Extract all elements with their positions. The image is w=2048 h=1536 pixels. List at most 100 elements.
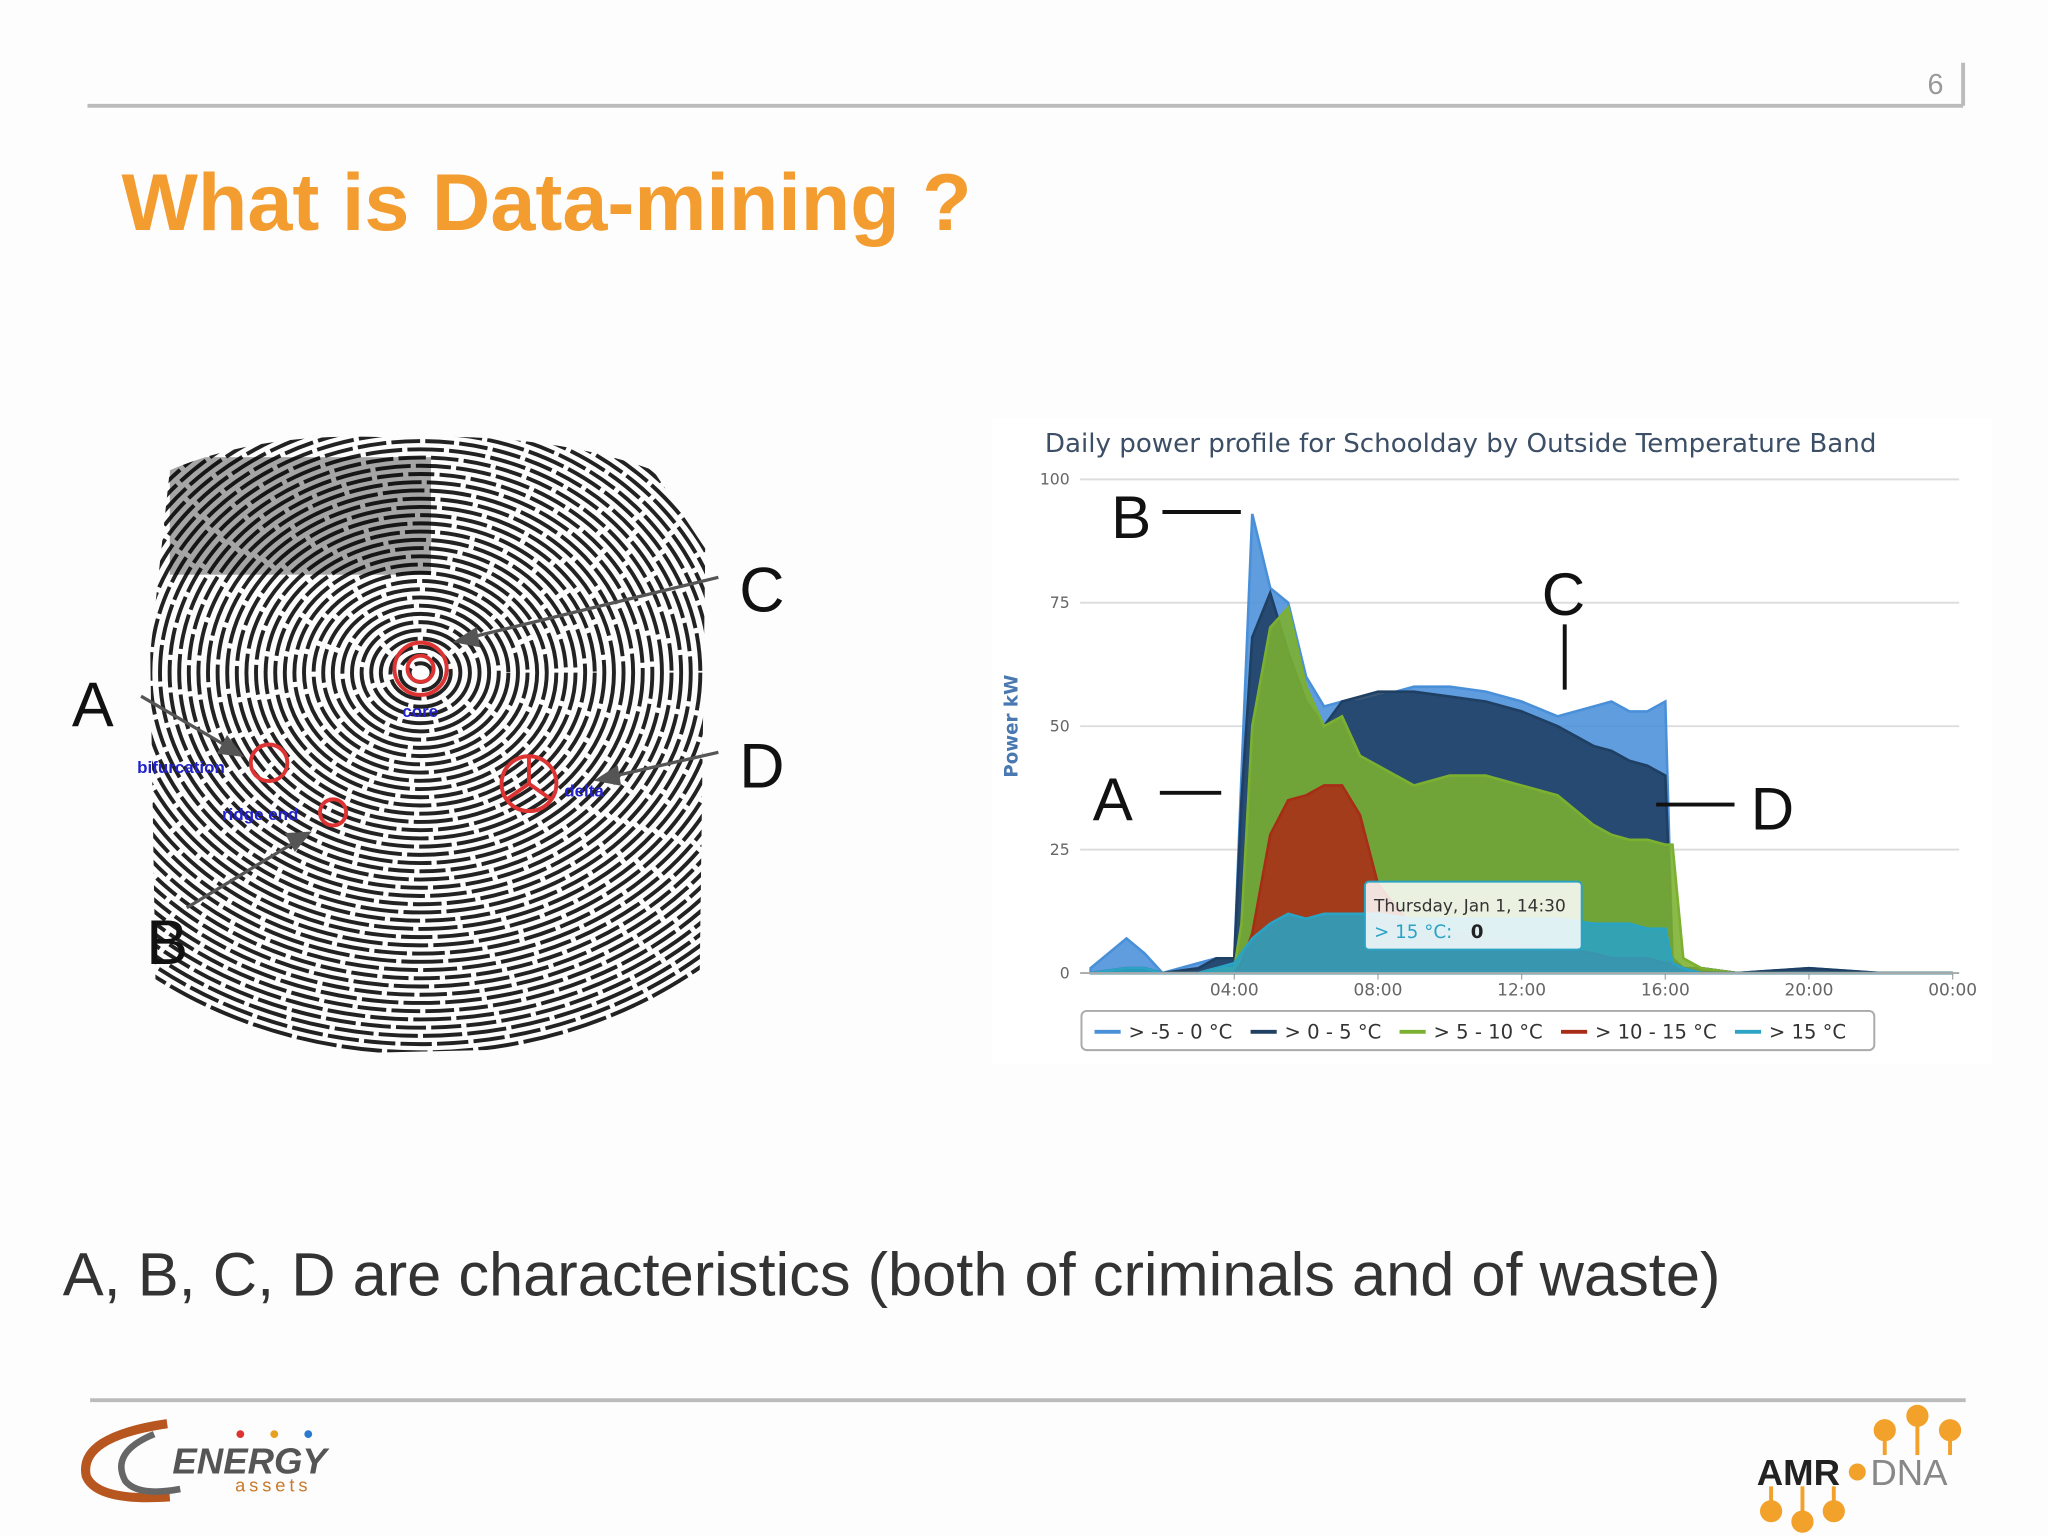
x-tick-label: 12:00 bbox=[1497, 980, 1546, 1000]
y-tick-label: 50 bbox=[1050, 716, 1070, 735]
ridge bbox=[150, 436, 703, 915]
feature-label: D bbox=[739, 732, 784, 802]
logo-dot bbox=[1822, 1500, 1845, 1523]
ridge bbox=[196, 480, 645, 866]
ridge bbox=[302, 570, 540, 775]
minutia-label: delta bbox=[564, 782, 604, 801]
legend bbox=[1080, 1009, 1876, 1052]
ridge bbox=[150, 436, 706, 940]
logo-dot bbox=[1938, 1419, 1962, 1442]
chart-title: Daily power profile for Schoolday by Out… bbox=[1045, 429, 1877, 459]
logo-dot bbox=[270, 1430, 279, 1439]
y-axis-label: Power kW bbox=[1001, 675, 1022, 778]
y-tick-label: 0 bbox=[1060, 963, 1070, 982]
legend-label: > 0 - 5 °C bbox=[1285, 1020, 1382, 1043]
logo-dot bbox=[1906, 1404, 1929, 1427]
ridge bbox=[273, 546, 568, 800]
ridge bbox=[186, 472, 655, 874]
ridge bbox=[150, 436, 706, 1005]
annotation: B bbox=[1111, 484, 1151, 551]
ridge bbox=[150, 436, 706, 1047]
logo-swirl bbox=[81, 1419, 171, 1503]
y-tick-label: 100 bbox=[1040, 470, 1070, 489]
legend-label: > -5 - 0 °C bbox=[1128, 1020, 1232, 1043]
ridge bbox=[388, 644, 453, 701]
ridge bbox=[292, 562, 549, 783]
x-tick-label: 08:00 bbox=[1354, 980, 1403, 1000]
ridge-end-marker bbox=[318, 797, 349, 828]
ridge bbox=[330, 595, 511, 750]
ridge bbox=[350, 611, 492, 734]
ridge bbox=[150, 436, 706, 989]
caption: A, B, C, D are characteristics (both of … bbox=[63, 1241, 1721, 1310]
ridge bbox=[359, 620, 482, 726]
arrow bbox=[140, 694, 236, 753]
arrow bbox=[459, 575, 719, 642]
logo-swirl bbox=[118, 1431, 181, 1495]
logo-dot bbox=[1759, 1500, 1783, 1523]
ridge bbox=[150, 436, 706, 1022]
tooltip-series: > 15 °C: bbox=[1374, 922, 1452, 943]
logo-dot bbox=[1873, 1419, 1896, 1442]
ridge bbox=[177, 463, 664, 882]
tooltip bbox=[1363, 880, 1583, 951]
core-marker bbox=[392, 640, 449, 697]
ridge bbox=[234, 513, 607, 833]
bifurcation-marker bbox=[248, 742, 290, 784]
x-tick-label: 16:00 bbox=[1641, 980, 1690, 1000]
ridge bbox=[150, 436, 706, 931]
ridge bbox=[244, 521, 597, 824]
minutia-label: ridge end bbox=[222, 805, 298, 824]
ridge bbox=[254, 529, 588, 816]
fingerprint-shadow bbox=[169, 457, 432, 575]
core-marker-inner bbox=[405, 653, 436, 684]
amr-dna-logo: AMR DNA bbox=[1757, 1404, 1962, 1533]
annotation: D bbox=[1751, 775, 1794, 842]
x-tick-label: 20:00 bbox=[1785, 980, 1834, 1000]
ridge bbox=[321, 587, 520, 759]
ridge bbox=[369, 628, 472, 717]
ridge bbox=[150, 436, 706, 981]
minutia-label: core bbox=[402, 702, 438, 721]
legend-label: > 5 - 10 °C bbox=[1434, 1020, 1543, 1043]
logo-subtext: assets bbox=[235, 1475, 311, 1496]
feature-label: C bbox=[739, 555, 784, 625]
logo-dot bbox=[304, 1430, 313, 1439]
x-tick-label: 04:00 bbox=[1210, 980, 1259, 1000]
ridge bbox=[206, 488, 636, 857]
y-tick-label: 75 bbox=[1050, 593, 1070, 612]
ridge bbox=[150, 436, 706, 964]
delta-marker bbox=[499, 754, 559, 814]
ridge bbox=[215, 496, 626, 849]
ridge bbox=[150, 436, 706, 997]
ridge bbox=[282, 554, 559, 791]
logo-dot bbox=[236, 1430, 245, 1439]
logo-text: DNA bbox=[1870, 1452, 1948, 1493]
ridge bbox=[340, 603, 501, 742]
ridge bbox=[158, 447, 684, 898]
annotation: A bbox=[1093, 766, 1133, 833]
logo-dot bbox=[1848, 1463, 1866, 1481]
ridge bbox=[225, 504, 616, 841]
tooltip-title: Thursday, Jan 1, 14:30 bbox=[1373, 897, 1566, 917]
legend-label: > 10 - 15 °C bbox=[1595, 1020, 1717, 1043]
annotation: C bbox=[1542, 561, 1585, 628]
y-tick-label: 25 bbox=[1050, 840, 1070, 859]
ridge bbox=[150, 436, 706, 956]
tooltip-value: 0 bbox=[1471, 922, 1484, 943]
logo-text: ENERGY bbox=[172, 1440, 330, 1481]
ridge bbox=[150, 436, 706, 1030]
arrow bbox=[185, 835, 304, 910]
minutia-label: bifurcation bbox=[137, 758, 225, 777]
chart: Daily power profile for Schoolday by Out… bbox=[992, 417, 1992, 1065]
slide-title: What is Data-mining ? bbox=[121, 158, 971, 248]
delta-marker-spokes bbox=[505, 757, 553, 801]
arrow-heads bbox=[216, 626, 622, 852]
feature-label: A bbox=[72, 670, 114, 740]
arrow bbox=[603, 750, 719, 781]
logo-text: AMR bbox=[1757, 1452, 1840, 1493]
energy-assets-logo: ENERGY assets bbox=[81, 1419, 330, 1503]
logo-dot bbox=[1791, 1510, 1814, 1533]
page-number: 6 bbox=[1928, 69, 1944, 101]
